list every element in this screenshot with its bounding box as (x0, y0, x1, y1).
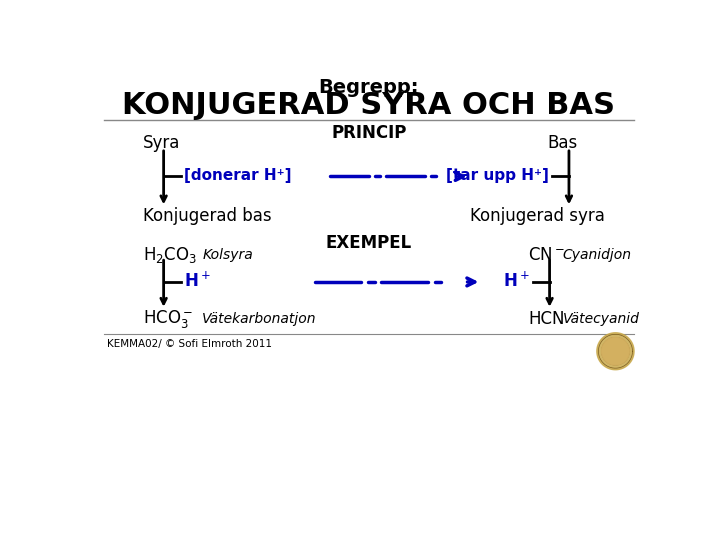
Text: EXEMPEL: EXEMPEL (326, 234, 412, 252)
Text: Begrepp:: Begrepp: (319, 78, 419, 97)
Text: KONJUGERAD SYRA OCH BAS: KONJUGERAD SYRA OCH BAS (122, 91, 616, 120)
Text: H$^+$: H$^+$ (184, 272, 211, 291)
Text: Bas: Bas (547, 134, 577, 152)
Text: KEMMA02/ © Sofi Elmroth 2011: KEMMA02/ © Sofi Elmroth 2011 (107, 339, 272, 348)
Text: Vätecyanid: Vätecyanid (563, 312, 639, 326)
Text: [donerar H⁺]: [donerar H⁺] (184, 168, 292, 183)
Polygon shape (601, 338, 629, 365)
Text: [tar upp H⁺]: [tar upp H⁺] (446, 168, 549, 183)
Text: HCN: HCN (528, 310, 564, 328)
Polygon shape (597, 333, 634, 370)
Text: H$_2$CO$_3$: H$_2$CO$_3$ (143, 245, 197, 265)
Text: Kolsyra: Kolsyra (202, 248, 253, 262)
Text: PRINCIP: PRINCIP (331, 124, 407, 141)
Text: HCO$_3^-$: HCO$_3^-$ (143, 308, 193, 330)
Text: H$^+$: H$^+$ (503, 272, 529, 291)
Text: CN$^-$: CN$^-$ (528, 246, 565, 264)
Text: Vätekarbonatjon: Vätekarbonatjon (202, 312, 317, 326)
Text: Syra: Syra (143, 134, 180, 152)
Text: Cyanidjon: Cyanidjon (563, 248, 631, 262)
Text: Konjugerad syra: Konjugerad syra (469, 207, 605, 226)
Text: Konjugerad bas: Konjugerad bas (143, 207, 271, 226)
